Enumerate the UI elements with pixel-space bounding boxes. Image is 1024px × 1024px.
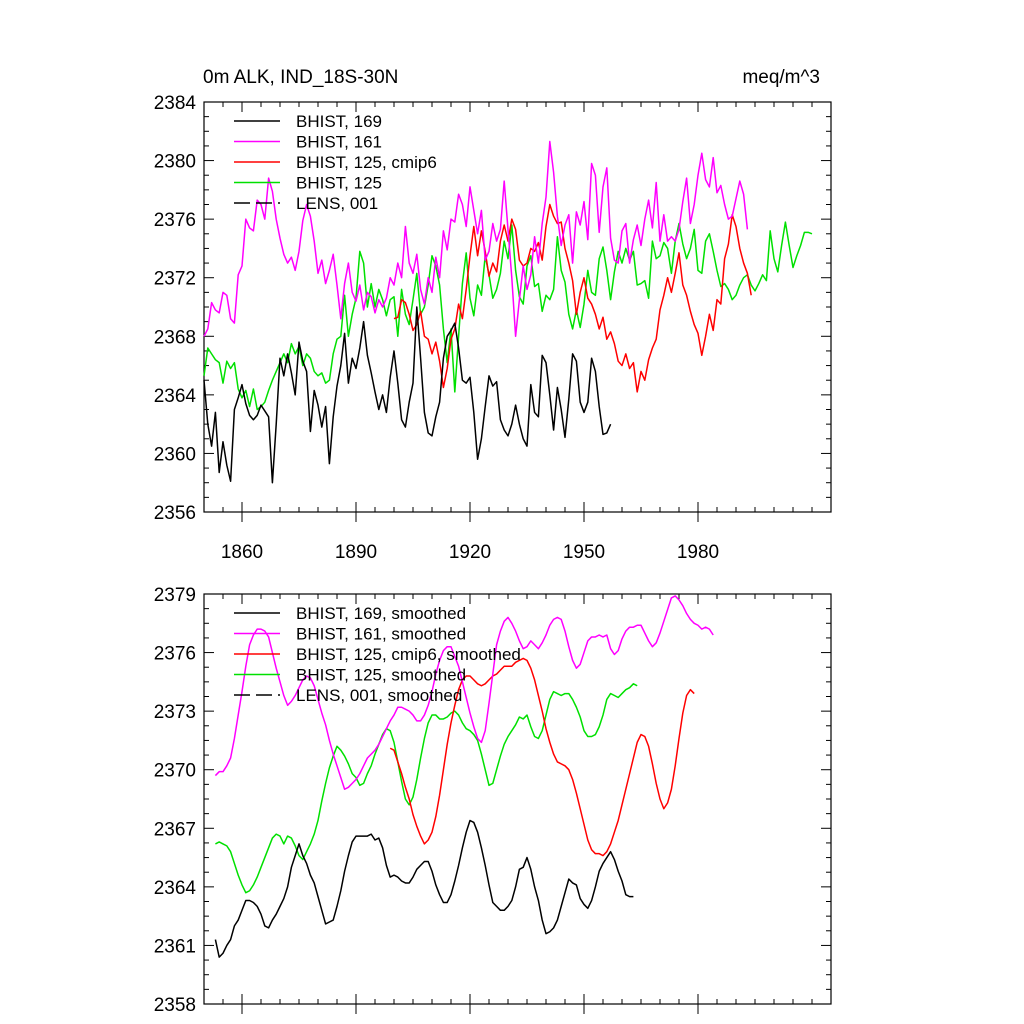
series-line-bhist-125-smoothed [215,683,638,894]
y-tick-label: 2376 [154,210,196,231]
top-series-group [203,140,813,484]
x-tick-label: 1890 [335,542,377,563]
y-tick-label: 2372 [154,269,196,290]
top-axis-ticks: 2356 2360 2364 2368 2372 2376 2380 2384 1860 1890… [154,93,831,563]
top-panel: 0m ALK, IND_18S-30N meq/m^3 2356 2360 2364… [154,67,832,563]
y-tick-label: 2364 [154,878,197,899]
legend-label: LENS, 001, smoothed [296,686,462,705]
legend-label: BHIST, 161 [296,133,382,152]
bottom-axis-ticks: 2358 2361 2364 2367 2370 2373 2376 2379 [154,585,831,1016]
series-line-bhist-169 [203,306,612,484]
y-tick-label: 2364 [154,386,197,407]
x-tick-label: 1980 [677,542,719,563]
legend-label: LENS, 001 [296,194,378,213]
legend-label: BHIST, 161, smoothed [296,625,466,644]
series-line-bhist-125-cmip6-smoothed [389,657,695,857]
legend-label: BHIST, 125, cmip6, smoothed [296,645,521,664]
series-line-bhist-125-cmip6 [393,203,752,393]
legend-label: BHIST, 125, cmip6 [296,153,437,172]
y-tick-label: 2376 [154,644,196,665]
x-tick-label: 1920 [449,542,491,563]
legend-label: BHIST, 125 [296,174,382,193]
y-tick-label: 2358 [154,995,196,1016]
y-tick-label: 2370 [154,761,196,782]
series-line-bhist-161 [203,140,749,338]
y-tick-label: 2368 [154,327,196,348]
bottom-series-group [214,595,714,958]
legend-label: BHIST, 125, smoothed [296,666,466,685]
y-tick-label: 2361 [154,936,196,957]
y-tick-label: 2367 [154,819,196,840]
series-line-bhist-125 [203,221,813,411]
series-line-bhist-169-smoothed [214,819,634,958]
y-tick-label: 2356 [154,503,196,524]
top-panel-title: 0m ALK, IND_18S-30N [203,67,398,88]
x-tick-label: 1860 [221,542,263,563]
legend-label: BHIST, 169 [296,112,382,131]
x-tick-label: 1950 [563,542,605,563]
y-tick-label: 2380 [154,152,196,173]
legend-label: BHIST, 169, smoothed [296,604,466,623]
bottom-panel: 2358 2361 2364 2367 2370 2373 2376 2379 BHIST, … [154,585,832,1016]
series-line-bhist-161-smoothed [214,595,714,790]
y-tick-label: 2384 [154,93,197,114]
y-tick-label: 2360 [154,444,196,465]
bottom-legend: BHIST, 169, smoothed BHIST, 161, smoothed… [234,604,521,705]
top-panel-units: meq/m^3 [742,67,820,88]
y-tick-label: 2373 [154,702,196,723]
y-tick-label: 2379 [154,585,196,606]
